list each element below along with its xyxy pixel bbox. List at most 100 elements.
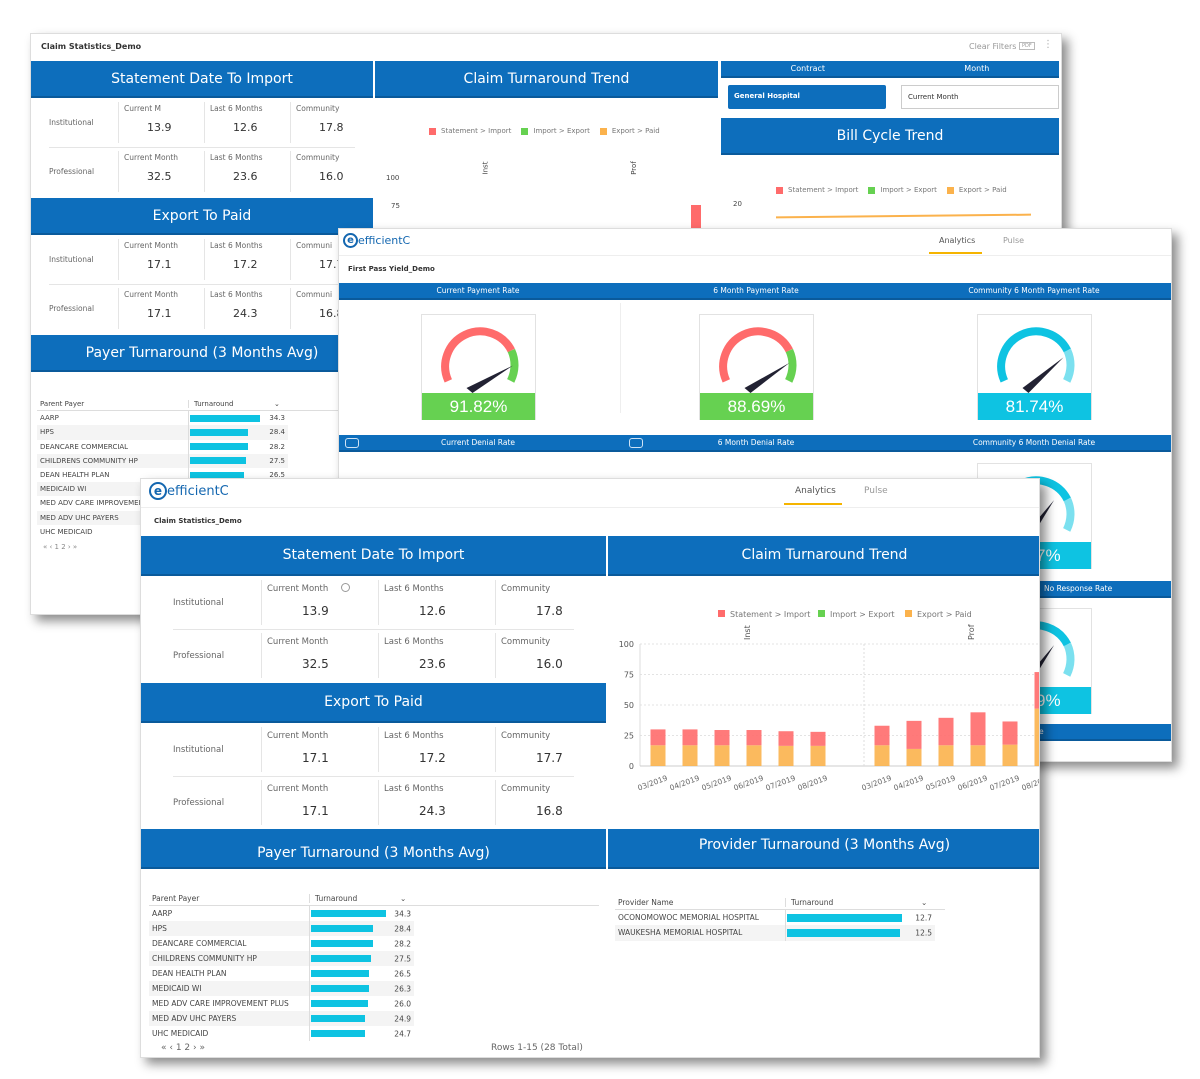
tab-analytics[interactable]: Analytics — [939, 236, 976, 245]
legend-label[interactable]: Statement > Import — [730, 610, 810, 619]
tab-pulse[interactable]: Pulse — [864, 486, 888, 496]
bar-segment[interactable] — [1034, 672, 1041, 709]
x-tick-label: 03/2019 — [636, 773, 669, 792]
bar-segment[interactable] — [746, 745, 762, 766]
metric-value: 17.1 — [147, 258, 172, 271]
row-name: UHC MEDICAID — [40, 527, 93, 536]
link-icon[interactable] — [345, 438, 359, 448]
table-row[interactable]: CHILDRENS COMMUNITY HP 27.5 — [37, 453, 288, 468]
col-header-turnaround[interactable]: Turnaround — [309, 893, 414, 903]
row-name: OCONOMOWOC MEMORIAL HOSPITAL — [618, 913, 759, 923]
metric-value: 17.7 — [536, 751, 563, 765]
table-row[interactable]: MED ADV CARE IMPROVEMENT PLUS 26.0 — [149, 996, 414, 1011]
legend-item[interactable]: Import > Export — [868, 186, 937, 194]
clear-filters-button[interactable]: Clear Filters — [969, 42, 1017, 51]
legend-item[interactable]: Statement > Import — [429, 127, 511, 135]
bar-segment[interactable] — [1002, 721, 1018, 745]
col-header-turnaround[interactable]: Turnaround — [785, 897, 935, 907]
col-divider — [378, 780, 379, 825]
bar-segment[interactable] — [746, 730, 762, 746]
gauge-row-header: Current Payment Rate 6 Month Payment Rate… — [339, 283, 1171, 300]
sort-chevron-icon[interactable]: ⌄ — [274, 399, 280, 408]
gauge-arc — [441, 327, 515, 383]
bar-segment[interactable] — [778, 731, 794, 746]
bar-segment[interactable] — [970, 745, 986, 766]
month-select[interactable]: Current Month — [901, 85, 1059, 109]
gauge-arc — [507, 348, 519, 383]
bar-segment[interactable] — [1002, 744, 1018, 766]
metric-value: 17.2 — [233, 258, 258, 271]
table-row[interactable]: DEAN HEALTH PLAN 26.5 — [149, 966, 414, 981]
legend-item[interactable]: Statement > Import — [776, 186, 858, 194]
table-row[interactable]: CHILDRENS COMMUNITY HP 27.5 — [149, 951, 414, 966]
bar-segment[interactable] — [682, 729, 698, 746]
table-row[interactable]: OCONOMOWOC MEMORIAL HOSPITAL 12.7 — [615, 910, 935, 926]
chart-legend: Statement > Import Import > Export Export … — [429, 127, 670, 137]
turnaround-cell: 26.5 — [309, 966, 414, 981]
more-menu-icon[interactable]: ⋮ — [1043, 39, 1053, 50]
row-label: Institutional — [173, 597, 224, 608]
table-header: Parent Payer Turnaround ⌄ — [149, 891, 599, 906]
col-header-turnaround[interactable]: Turnaround — [188, 399, 288, 408]
bar-segment[interactable] — [938, 745, 954, 766]
bar-segment[interactable] — [970, 712, 986, 746]
pdf-button[interactable]: PDF — [1019, 42, 1035, 50]
legend-label[interactable]: Import > Export — [830, 610, 895, 619]
bar-segment[interactable] — [778, 745, 794, 766]
y-tick-label: 0 — [629, 762, 634, 771]
row-name: MED ADV CARE IMPROVEMENT PLUS — [152, 999, 289, 1008]
table-row[interactable]: DEANCARE COMMERCIAL 28.2 — [149, 936, 414, 951]
tab-pulse[interactable]: Pulse — [1003, 236, 1025, 245]
bar-segment[interactable] — [810, 745, 826, 766]
legend-item[interactable]: Export > Paid — [946, 186, 1007, 194]
table-row[interactable]: UHC MEDICAID 24.7 — [149, 1026, 414, 1041]
bar-segment[interactable] — [906, 720, 922, 749]
table-row[interactable]: AARP 34.3 — [149, 906, 414, 921]
x-tick-label: 05/2019 — [700, 773, 733, 792]
gauge-arc — [1063, 348, 1075, 383]
gauge-card: 88.69% — [699, 314, 814, 420]
bar-segment[interactable] — [682, 745, 698, 766]
bar-segment[interactable] — [650, 745, 666, 766]
metric-value: 17.8 — [536, 604, 563, 618]
table-row[interactable]: HPS 28.4 — [37, 425, 288, 440]
col-header-name[interactable]: Parent Payer — [40, 399, 85, 408]
bar-segment[interactable] — [874, 725, 890, 746]
claim-statistics-window: e efficientC Analytics Pulse Claim Statis… — [140, 478, 1040, 1058]
table-row[interactable]: DEANCARE COMMERCIAL 28.2 — [37, 439, 288, 454]
bar-segment[interactable] — [1034, 708, 1041, 766]
bar-segment[interactable] — [714, 745, 730, 766]
pager[interactable]: « ‹ 1 2 › » — [43, 543, 78, 551]
table-row[interactable]: WAUKESHA MEMORIAL HOSPITAL 12.5 — [615, 925, 935, 941]
table-row[interactable]: MEDICAID WI 26.3 — [149, 981, 414, 996]
bar-segment[interactable] — [938, 717, 954, 746]
trend-tile-header: Claim Turnaround Trend — [608, 536, 1039, 576]
legend-label[interactable]: Export > Paid — [917, 610, 972, 619]
turnaround-cell: 26.5 — [188, 468, 288, 483]
bar-segment[interactable] — [650, 729, 666, 746]
legend-item[interactable]: Export > Paid — [599, 127, 660, 135]
turnaround-bar — [787, 929, 900, 937]
sort-chevron-icon[interactable]: ⌄ — [400, 893, 407, 903]
contract-select[interactable]: General Hospital — [728, 85, 886, 109]
table-row[interactable]: HPS 28.4 — [149, 921, 414, 936]
col-divider — [290, 102, 291, 143]
x-tick-label: 05/2019 — [924, 773, 957, 792]
table-row[interactable]: AARP 34.3 — [37, 411, 288, 426]
bar-segment[interactable] — [714, 730, 730, 746]
sort-chevron-icon[interactable]: ⌄ — [921, 897, 928, 907]
tab-analytics[interactable]: Analytics — [795, 486, 836, 496]
pager[interactable]: « ‹ 1 2 › » — [161, 1043, 205, 1054]
bar-segment[interactable] — [810, 731, 826, 746]
statement-tile: Institutional Current M 13.9 Last 6 Months 1… — [31, 98, 373, 196]
info-icon[interactable] — [341, 583, 350, 592]
turnaround-bar — [311, 969, 369, 978]
table-row[interactable]: MED ADV UHC PAYERS 24.9 — [149, 1011, 414, 1026]
col-header-name[interactable]: Provider Name — [618, 897, 674, 907]
bar-segment[interactable] — [874, 745, 890, 766]
col-header-name[interactable]: Parent Payer — [152, 893, 200, 903]
legend-item[interactable]: Import > Export — [521, 127, 590, 135]
link-icon[interactable] — [629, 438, 643, 448]
turnaround-bar — [190, 457, 247, 465]
bar-segment[interactable] — [906, 748, 922, 766]
